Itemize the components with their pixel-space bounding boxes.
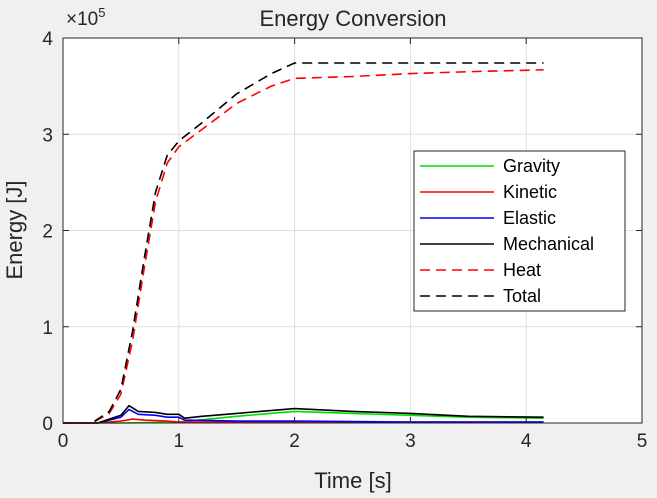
y-tick-label: 0 (42, 414, 53, 435)
y-tick-label: 1 (42, 318, 53, 339)
y-exponent-power: 5 (98, 5, 105, 20)
x-tick-label: 0 (58, 431, 69, 452)
y-axis-label: Energy [J] (2, 180, 27, 279)
legend: Gravity Kinetic Elastic Mechanical Heat Total (413, 150, 626, 312)
legend-label-heat: Heat (503, 260, 541, 280)
x-tick-labels: 0 1 2 3 4 5 (58, 431, 648, 452)
chart-title: Energy Conversion (259, 6, 446, 31)
legend-label-elastic: Elastic (503, 208, 556, 228)
legend-entries: Gravity Kinetic Elastic Mechanical Heat Total (420, 156, 594, 306)
x-tick-label: 3 (405, 431, 416, 452)
x-tick-label: 1 (174, 431, 185, 452)
y-tick-labels: 0 1 2 3 4 (42, 29, 53, 435)
x-tick-label: 4 (521, 431, 532, 452)
series-line-heat (63, 69, 544, 424)
y-tick-label: 3 (42, 125, 53, 146)
legend-label-kinetic: Kinetic (503, 182, 557, 202)
x-tick-label: 5 (637, 431, 648, 452)
axis-ticks (62, 37, 643, 424)
y-tick-label: 2 (42, 222, 53, 243)
legend-label-mechanical: Mechanical (503, 234, 594, 254)
y-exponent-base: ×10 (66, 9, 98, 30)
series-line-total (63, 62, 544, 424)
legend-label-total: Total (503, 286, 541, 306)
x-axis-label: Time [s] (314, 468, 391, 493)
series-line-mechanical (63, 404, 544, 424)
y-exponent-multiplier: ×105 (66, 5, 105, 30)
y-tick-label: 4 (42, 29, 53, 50)
series-lines (63, 62, 544, 424)
legend-label-gravity: Gravity (503, 156, 560, 176)
x-tick-label: 2 (289, 431, 300, 452)
legend-box (413, 150, 626, 312)
